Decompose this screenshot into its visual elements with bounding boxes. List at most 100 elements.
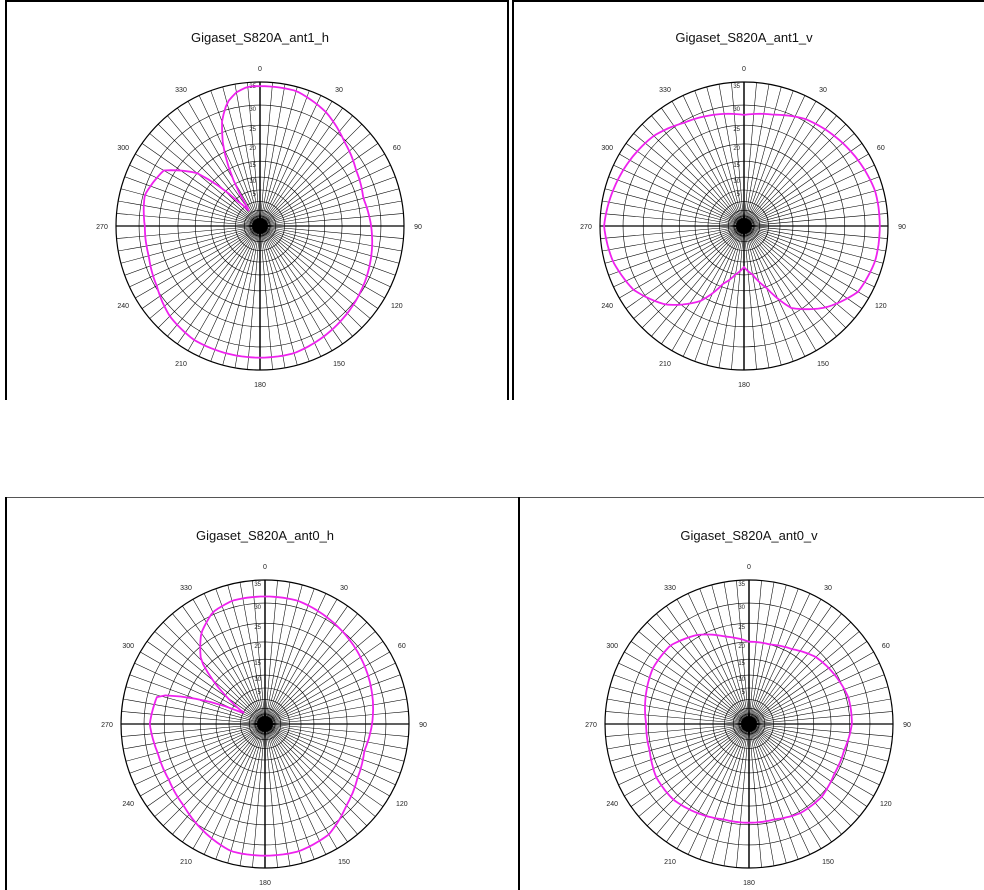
angle-tick-label: 330 [180,585,192,592]
grid-spoke [749,580,762,717]
grid-spoke [756,724,891,750]
polar-panel-ant0-h: Gigaset_S820A_ant0_h 0 30 60 90 120 150 180 210 2… [6,500,516,890]
radial-tick-label: 35 [254,582,261,588]
grid-spoke [129,726,259,774]
grid-spoke [746,232,806,357]
angle-tick-label: 120 [880,801,892,808]
radial-tick-label: 5 [737,192,741,198]
grid-spoke [222,86,259,220]
grid-spoke [602,226,737,252]
angle-tick-label: 0 [747,564,751,571]
grid-spoke [239,731,265,866]
angle-tick-label: 150 [338,859,350,866]
grid-spoke [752,729,832,843]
grid-spoke [748,115,837,221]
angle-tick-label: 270 [580,224,592,231]
grid-spoke [694,90,742,220]
radial-tick-label: 25 [738,625,745,631]
grid-spoke [182,605,262,719]
grid-spoke [266,164,391,224]
grid-spoke [263,231,343,345]
angle-tick-label: 240 [601,303,613,310]
grid-spoke [135,153,261,227]
grid-spoke [751,730,799,860]
angle-tick-label: 180 [743,880,755,887]
grid-spoke [146,641,260,721]
frame-top-bottom-row [5,497,984,498]
frame-top-left [5,0,509,2]
grid-spoke [121,724,258,737]
grid-spoke [271,726,401,774]
grid-spoke [743,225,817,351]
grid-spoke [613,674,743,722]
grid-spoke [264,599,338,725]
grid-spoke [633,230,739,319]
grid-spoke [753,728,852,827]
grid-spoke [602,200,737,226]
grid-spoke [744,233,770,368]
grid-spoke [748,123,847,222]
grid-spoke [613,726,743,774]
grid-spoke [267,226,402,252]
angle-tick-label: 270 [585,722,597,729]
pattern-trace [148,595,375,857]
grid-spoke [210,232,258,362]
angle-tick-label: 0 [258,66,262,73]
grid-spoke [656,729,745,835]
grid-spoke [755,674,885,722]
angle-tick-label: 300 [117,145,129,152]
grid-spoke [749,133,855,222]
grid-spoke [699,730,747,860]
radial-tick-label: 15 [738,661,745,667]
angle-tick-label: 0 [263,564,267,571]
polar-grid [604,579,894,869]
grid-spoke [264,723,338,849]
radial-tick-label: 10 [738,677,745,683]
grid-spoke [141,143,255,223]
grid-spoke [264,723,390,797]
radial-tick-label: 10 [254,677,261,683]
grid-spoke [123,698,258,724]
grid-spoke [750,228,880,276]
grid-spoke [731,233,744,370]
grid-spoke [252,731,265,868]
radial-tick-label: 20 [733,146,740,152]
grid-spoke [270,631,376,720]
angle-tick-label: 120 [396,801,408,808]
grid-spoke [753,729,842,835]
grid-spoke [756,711,893,724]
grid-spoke [269,728,368,827]
grid-spoke [266,227,400,264]
grid-spoke [618,726,743,786]
grid-spoke [744,84,770,219]
grid-spoke [754,728,860,817]
grid-spoke [123,724,258,750]
grid-spoke [149,230,255,319]
angle-tick-label: 90 [419,722,427,729]
grid-spoke [264,115,353,221]
grid-spoke [259,153,385,227]
grid-spoke [177,231,257,345]
grid-spoke [272,724,409,737]
angle-tick-label: 30 [819,87,827,94]
grid-spoke [744,82,757,219]
grid-spoke [187,101,261,227]
grid-spoke [120,227,254,264]
angle-tick-label: 150 [817,361,829,368]
pattern-trace [142,85,374,359]
grid-spoke [239,582,265,717]
grid-spoke [267,730,327,855]
radial-tick-label: 30 [733,107,740,113]
grid-spoke [116,213,253,226]
polar-chart-ant0-v: Gigaset_S820A_ant0_v 0 30 60 90 120 150 180 210 2… [585,528,911,887]
grid-spoke [711,730,748,864]
grid-spoke [609,725,743,762]
radial-tick-label: 15 [733,163,740,169]
grid-spoke [731,82,744,219]
grid-spoke [272,724,407,750]
radial-tick-label: 30 [254,605,261,611]
grid-spoke [656,613,745,719]
grid-spoke [746,90,794,220]
grid-spoke [748,230,847,329]
grid-spoke [755,725,889,762]
